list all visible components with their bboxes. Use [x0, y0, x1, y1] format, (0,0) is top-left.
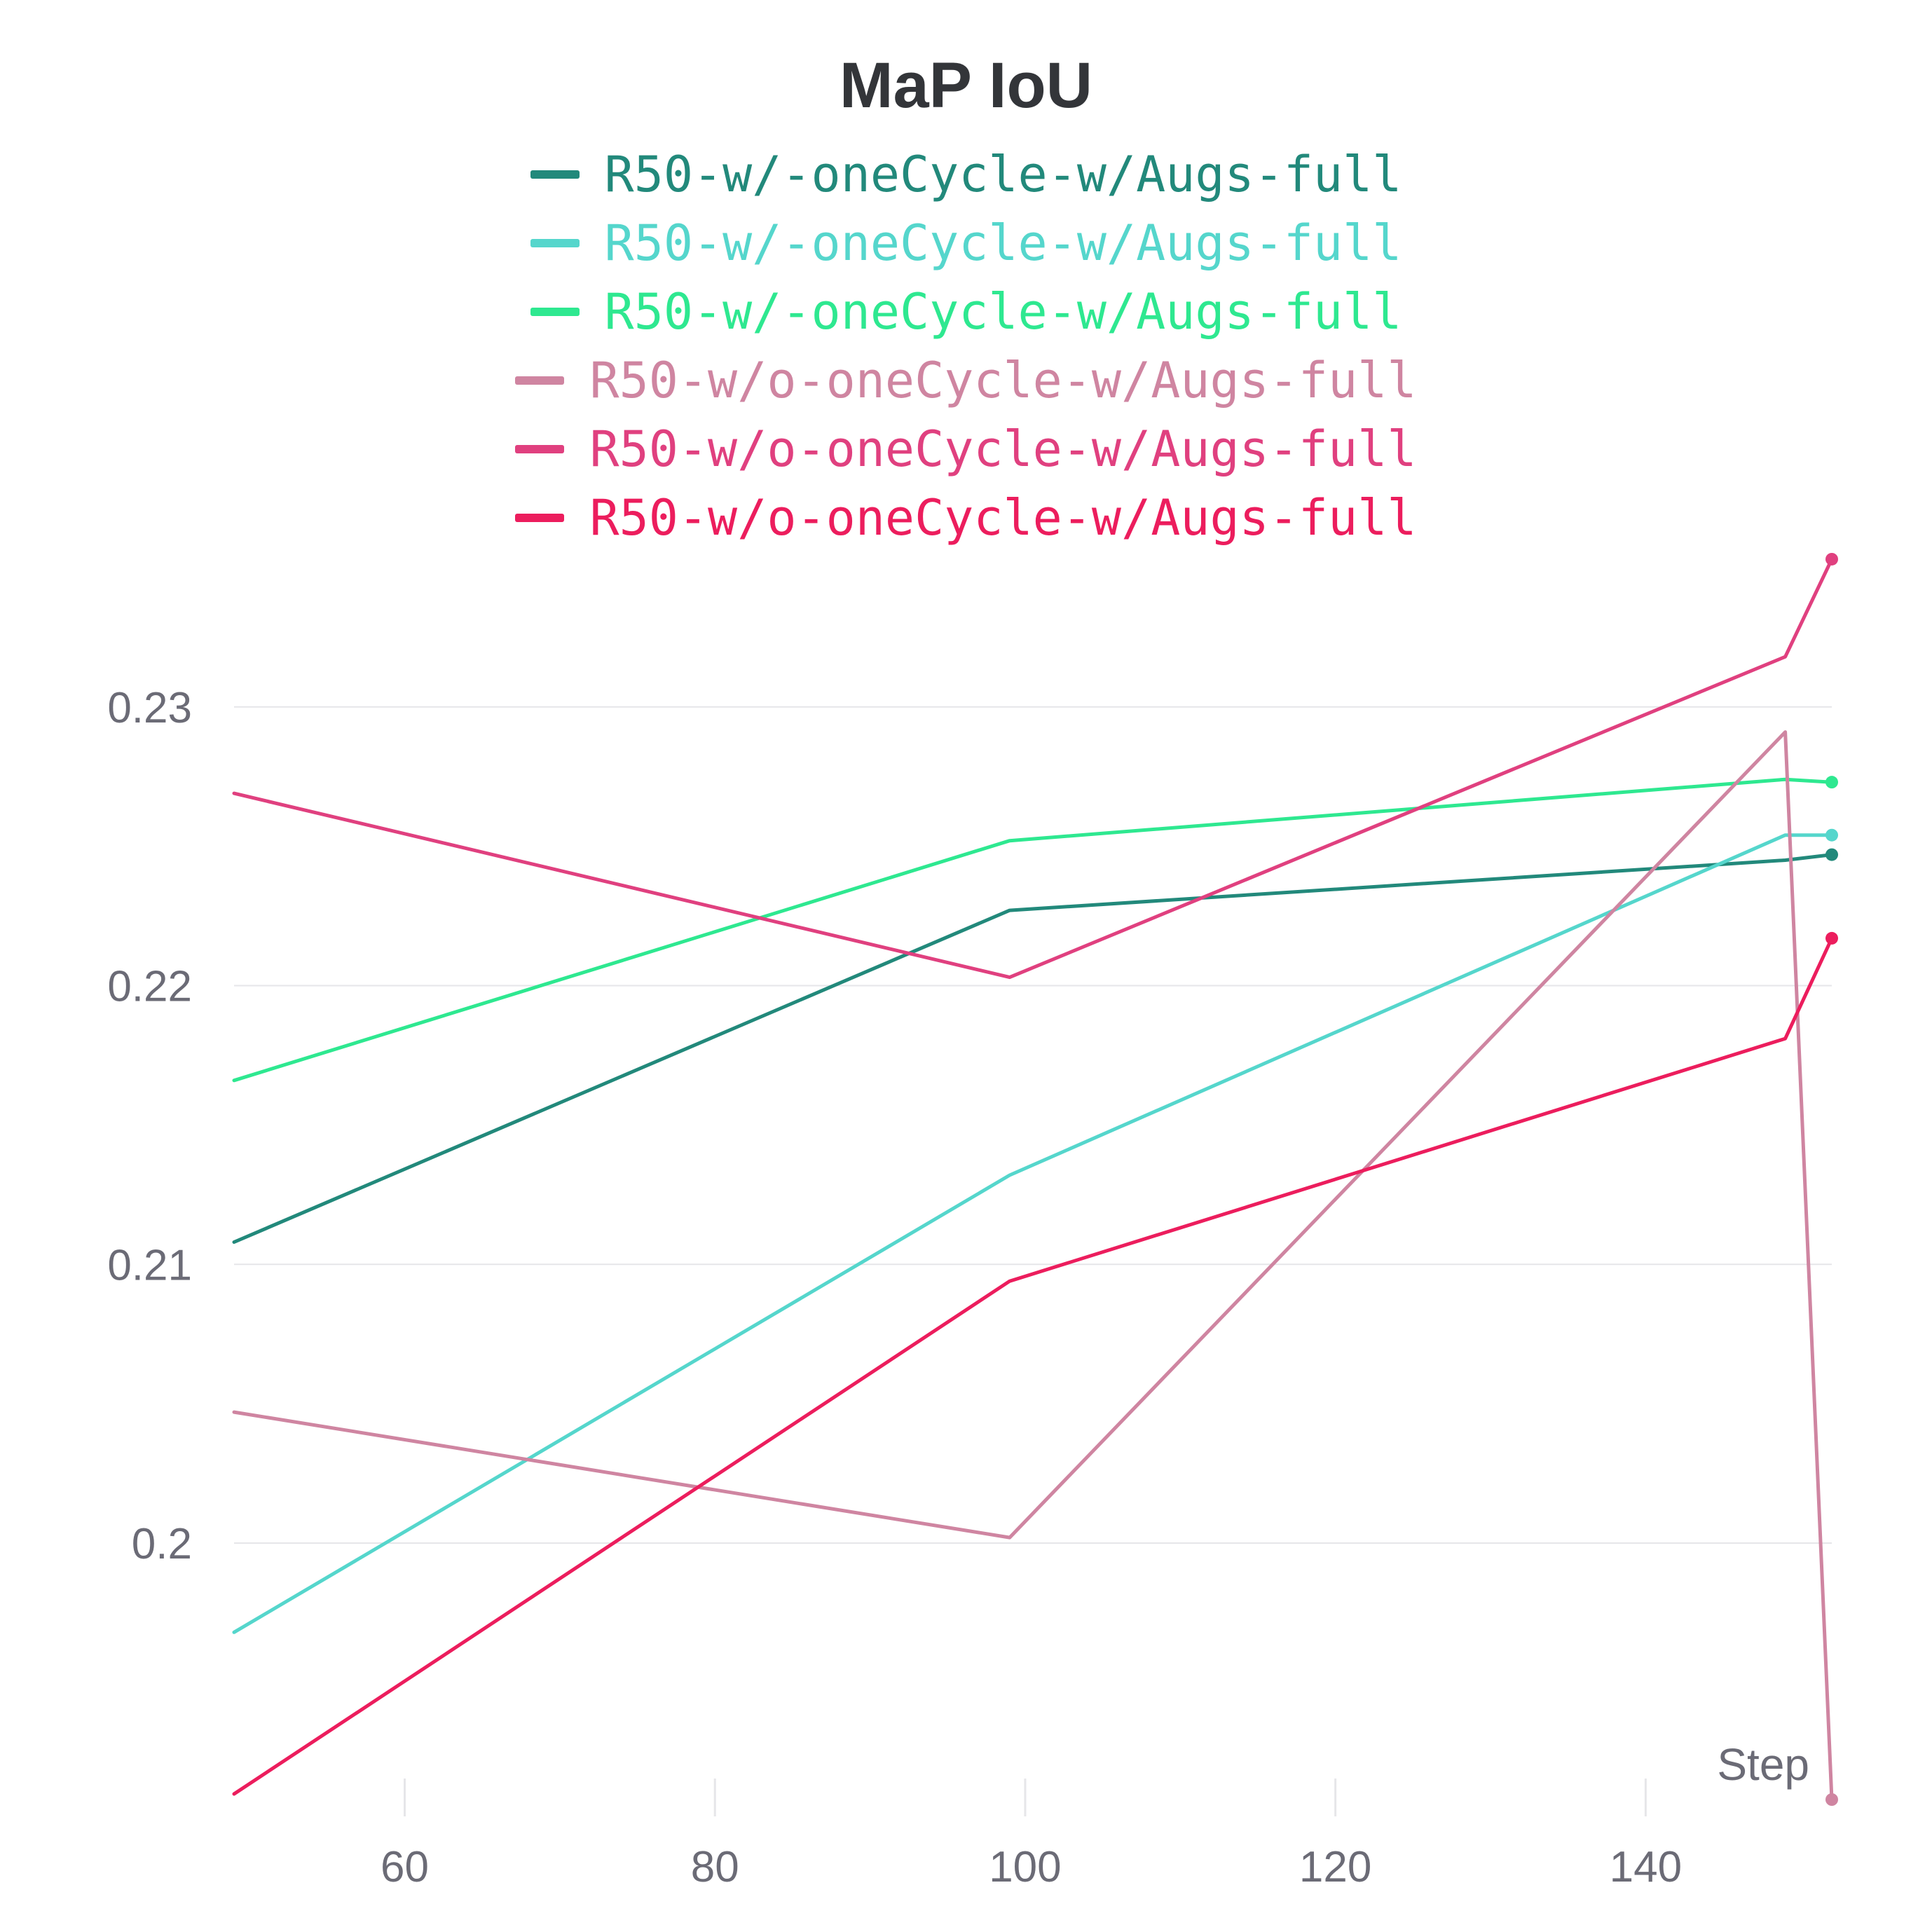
legend-label: R50-w/-oneCycle-w/Augs-full [604, 146, 1402, 203]
legend-label: R50-w/o-oneCycle-w/Augs-full [589, 489, 1417, 547]
series-end-point [1825, 552, 1838, 566]
legend-swatch [515, 514, 565, 522]
legend-item[interactable]: R50-w/o-oneCycle-w/Augs-full [515, 415, 1417, 484]
legend-label: R50-w/-oneCycle-w/Augs-full [604, 283, 1402, 341]
legend-item[interactable]: R50-w/-oneCycle-w/Augs-full [530, 209, 1402, 278]
series-line [232, 730, 1834, 1802]
x-tick-label: 60 [381, 1843, 429, 1891]
legend-swatch [530, 170, 580, 179]
legend-item[interactable]: R50-w/-oneCycle-w/Augs-full [530, 140, 1402, 209]
legend-label: R50-w/o-oneCycle-w/Augs-full [589, 420, 1417, 478]
y-tick-label: 0.22 [107, 963, 192, 1011]
legend-swatch [530, 308, 580, 316]
legend-label: R50-w/-oneCycle-w/Augs-full [604, 214, 1402, 272]
series-end-point [1825, 848, 1838, 861]
y-tick-label: 0.23 [107, 684, 192, 732]
series-line [232, 557, 1834, 980]
x-tick-label: 120 [1299, 1843, 1371, 1891]
legend-item[interactable]: R50-w/o-oneCycle-w/Augs-full [515, 484, 1417, 552]
legend: R50-w/-oneCycle-w/Augs-full R50-w/-oneCy… [0, 140, 1932, 552]
legend-swatch [530, 239, 580, 247]
series-line [232, 833, 1834, 1634]
series-line [232, 777, 1834, 1083]
series-end-point [1825, 931, 1838, 945]
y-tick-label: 0.21 [107, 1241, 192, 1289]
x-tick-label: 80 [691, 1843, 739, 1891]
legend-item[interactable]: R50-w/-oneCycle-w/Augs-full [530, 278, 1402, 346]
chart-title: MaP IoU [839, 50, 1093, 121]
x-tick-label: 100 [989, 1843, 1061, 1891]
legend-swatch [515, 376, 565, 385]
series-line [232, 853, 1834, 1244]
y-tick-label: 0.2 [132, 1520, 192, 1568]
series-end-point [1825, 828, 1838, 842]
legend-swatch [515, 445, 565, 453]
legend-label: R50-w/o-oneCycle-w/Augs-full [589, 352, 1417, 409]
x-axis-title: Step [1717, 1739, 1809, 1790]
x-tick-label: 140 [1610, 1843, 1682, 1891]
series-end-point [1825, 1793, 1838, 1806]
legend-item[interactable]: R50-w/o-oneCycle-w/Augs-full [515, 346, 1417, 415]
series-line [232, 936, 1834, 1796]
series-end-point [1825, 776, 1838, 789]
